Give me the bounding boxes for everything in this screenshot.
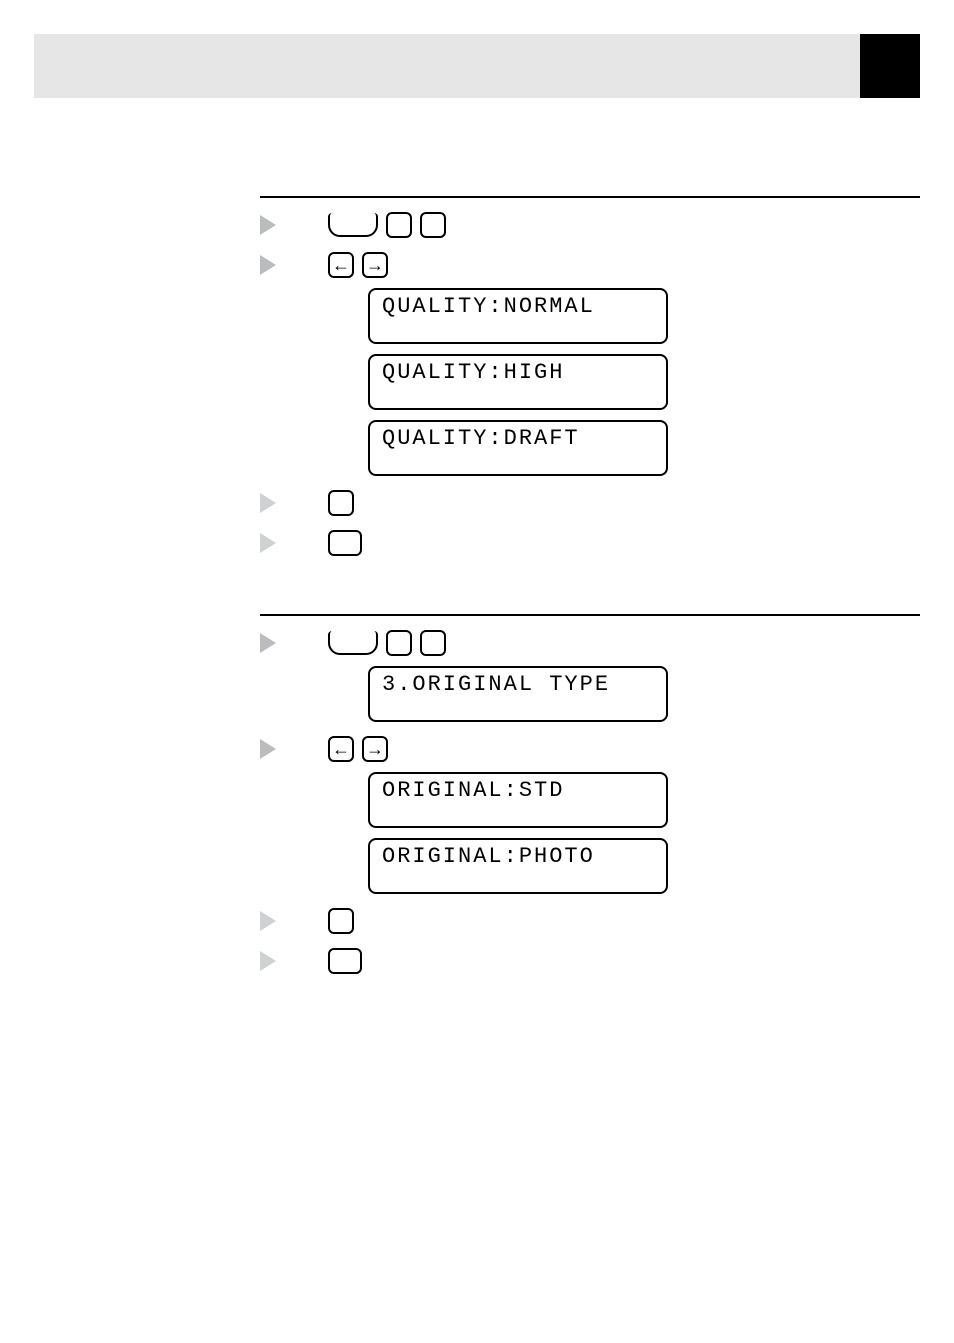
- section-print-quality: ← → QUALITY:NORMAL QUALITY:HIGH QUALITY:…: [260, 196, 920, 566]
- lcd-text: ORIGINAL:STD: [382, 778, 564, 803]
- step-arrow-icon: [260, 215, 276, 235]
- step-arrow-icon: [260, 911, 276, 931]
- key-button[interactable]: [328, 908, 354, 934]
- key-button[interactable]: [386, 212, 412, 238]
- right-button[interactable]: →: [362, 736, 388, 762]
- lcd-display: QUALITY:HIGH: [368, 354, 668, 410]
- step-arrow-icon: [260, 533, 276, 553]
- key-button[interactable]: [328, 948, 362, 974]
- step-row: ← →: [260, 732, 920, 766]
- step-row: [260, 526, 920, 560]
- key-button[interactable]: [328, 530, 362, 556]
- step-arrow-icon: [260, 951, 276, 971]
- lcd-text: QUALITY:NORMAL: [382, 294, 595, 319]
- step-arrow-icon: [260, 739, 276, 759]
- left-arrow-icon: ←: [332, 740, 350, 758]
- step-row: [260, 486, 920, 520]
- step-row: [260, 626, 920, 660]
- button-group: [328, 948, 362, 974]
- lcd-display: ORIGINAL:STD: [368, 772, 668, 828]
- left-button[interactable]: ←: [328, 252, 354, 278]
- lcd-text: ORIGINAL:PHOTO: [382, 844, 595, 869]
- button-group: [328, 908, 354, 934]
- lcd-text: QUALITY:DRAFT: [382, 426, 580, 451]
- step-row: [260, 904, 920, 938]
- button-group: [328, 630, 446, 656]
- lcd-display: QUALITY:NORMAL: [368, 288, 668, 344]
- lcd-display: QUALITY:DRAFT: [368, 420, 668, 476]
- header-bar: [34, 34, 920, 98]
- divider: [260, 196, 920, 198]
- section-original-type: 3.ORIGINAL TYPE ← → ORIGINAL:STD ORIGINA…: [260, 614, 920, 984]
- key-button[interactable]: [420, 212, 446, 238]
- menu-button[interactable]: [328, 631, 378, 655]
- lcd-display: 3.ORIGINAL TYPE: [368, 666, 668, 722]
- left-button[interactable]: ←: [328, 736, 354, 762]
- lcd-display: ORIGINAL:PHOTO: [368, 838, 668, 894]
- right-arrow-icon: →: [366, 740, 384, 758]
- menu-button[interactable]: [328, 213, 378, 237]
- button-group: ← →: [328, 252, 388, 278]
- step-arrow-icon: [260, 633, 276, 653]
- lcd-text: 3.ORIGINAL TYPE: [382, 672, 610, 697]
- step-arrow-icon: [260, 493, 276, 513]
- step-row: [260, 208, 920, 242]
- lcd-text: QUALITY:HIGH: [382, 360, 564, 385]
- button-group: [328, 490, 354, 516]
- step-arrow-icon: [260, 255, 276, 275]
- right-arrow-icon: →: [366, 256, 384, 274]
- step-row: [260, 944, 920, 978]
- button-group: ← →: [328, 736, 388, 762]
- divider: [260, 614, 920, 616]
- button-group: [328, 212, 446, 238]
- left-arrow-icon: ←: [332, 256, 350, 274]
- key-button[interactable]: [420, 630, 446, 656]
- key-button[interactable]: [386, 630, 412, 656]
- key-button[interactable]: [328, 490, 354, 516]
- step-row: ← →: [260, 248, 920, 282]
- button-group: [328, 530, 362, 556]
- page-tab: [860, 34, 920, 98]
- right-button[interactable]: →: [362, 252, 388, 278]
